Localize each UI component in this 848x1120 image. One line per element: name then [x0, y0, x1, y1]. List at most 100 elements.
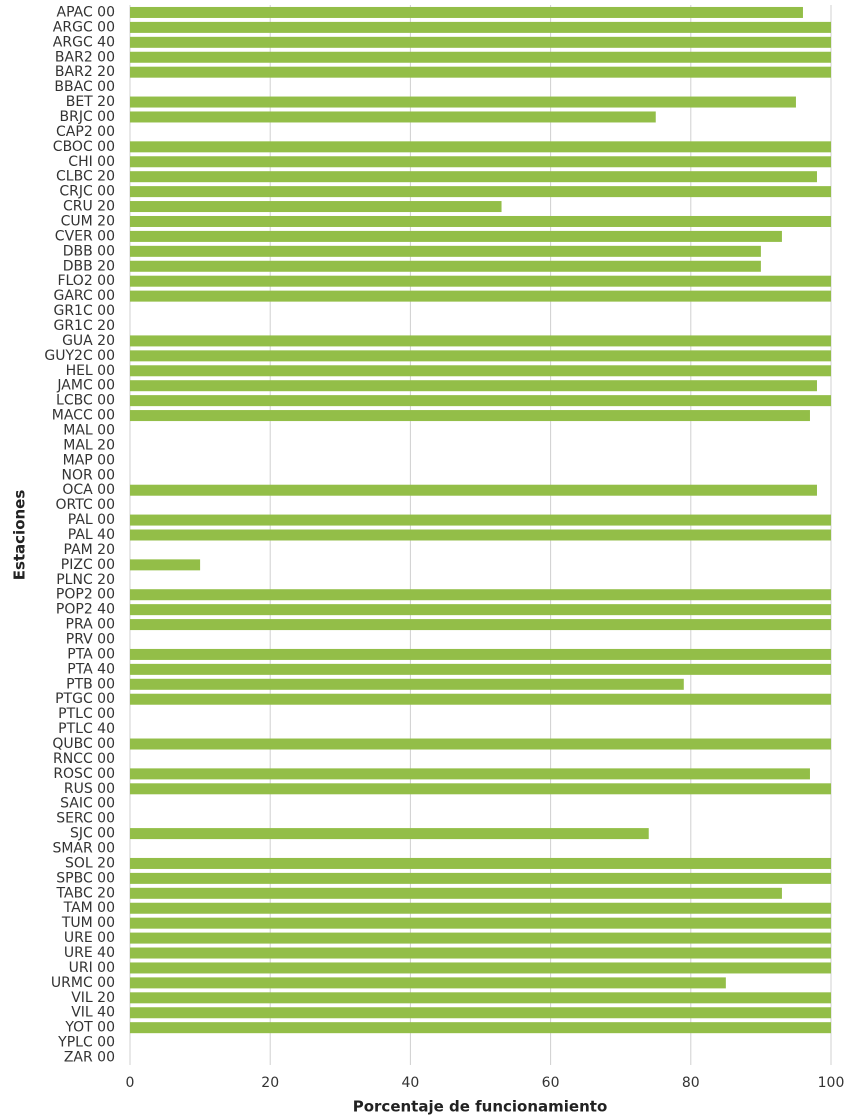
bar: [130, 230, 782, 242]
y-tick-label: HEL 00: [66, 363, 115, 379]
y-tick-label: BET 20: [66, 94, 115, 110]
y-tick-label: RNCC 00: [53, 751, 115, 767]
bar: [130, 947, 831, 959]
y-tick-label: SJC 00: [70, 826, 115, 842]
y-tick-label: FLO2 00: [57, 273, 115, 289]
y-tick-label: BRJC 00: [59, 109, 115, 125]
bar: [130, 365, 831, 377]
y-tick-label: ARGC 40: [53, 34, 115, 50]
y-tick-label: OCA 00: [62, 482, 115, 498]
bar: [130, 1022, 831, 1034]
y-tick-label: MAL 20: [63, 437, 115, 453]
y-tick-label: ZAR 00: [64, 1050, 115, 1066]
y-tick-label: VIL 20: [71, 990, 115, 1006]
bar: [130, 36, 831, 48]
bar: [130, 559, 201, 571]
bar: [130, 6, 803, 18]
y-tick-label: POP2 40: [56, 602, 115, 618]
y-tick-label: SAIC 00: [60, 796, 115, 812]
y-tick-label: URI 00: [69, 960, 115, 976]
y-tick-label: PTA 40: [67, 661, 115, 677]
y-tick-label: ORTC 00: [56, 497, 116, 513]
y-tick-label: BAR2 20: [55, 64, 115, 80]
bar: [130, 1007, 831, 1019]
y-tick-label: PRA 00: [66, 617, 115, 633]
bar: [130, 693, 831, 705]
y-tick-label: BBAC 00: [54, 79, 115, 95]
y-tick-label: PAL 40: [68, 527, 115, 543]
bar: [130, 51, 831, 63]
bar: [130, 902, 831, 914]
y-tick-label: PTA 00: [67, 646, 115, 662]
y-tick-label: URE 40: [64, 945, 115, 961]
y-tick-label: APAC 00: [57, 4, 116, 20]
y-tick-label: QUBC 00: [52, 736, 115, 752]
bar: [130, 619, 831, 631]
y-tick-label: RUS 00: [64, 781, 115, 797]
bar: [130, 395, 831, 407]
bar: [130, 201, 502, 213]
bar: [130, 215, 831, 227]
bar: [130, 828, 649, 840]
y-tick-label: SMAR 00: [52, 841, 115, 857]
bar: [130, 962, 831, 974]
y-tick-label: DBB 00: [63, 243, 115, 259]
bar: [130, 678, 684, 690]
bar: [130, 186, 831, 198]
bar: [130, 141, 831, 153]
bar: [130, 589, 831, 601]
y-tick-label: CRU 20: [63, 199, 115, 215]
bar: [130, 21, 831, 33]
y-tick-label: PRV 00: [66, 632, 115, 648]
y-tick-label: CRJC 00: [59, 184, 115, 200]
bar: [130, 335, 831, 347]
bar: [130, 260, 761, 272]
y-tick-label: URMC 00: [51, 975, 115, 991]
bar: [130, 66, 831, 78]
y-axis-label: Estaciones: [11, 490, 29, 581]
y-tick-label: DBB 20: [63, 258, 115, 274]
x-tick-label: 0: [126, 1075, 135, 1091]
y-tick-label: GR1C 20: [53, 318, 115, 334]
bar: [130, 529, 831, 541]
y-tick-label: JAMC 00: [56, 378, 115, 394]
bar: [130, 604, 831, 616]
y-tick-label: PAM 20: [64, 542, 115, 558]
y-tick-label: PIZC 00: [61, 557, 115, 573]
y-tick-label: YOT 00: [64, 1020, 115, 1036]
y-tick-label: TAM 00: [63, 900, 115, 916]
x-tick-label: 40: [401, 1075, 419, 1091]
bar: [130, 290, 831, 302]
y-tick-label: PLNC 20: [56, 572, 115, 588]
bar: [130, 111, 656, 123]
y-tick-label: ROSC 00: [53, 766, 115, 782]
y-tick-label: MAL 00: [63, 422, 115, 438]
bar: [130, 857, 831, 869]
y-tick-label: MACC 00: [52, 408, 115, 424]
y-tick-label: CBOC 00: [53, 139, 115, 155]
bar: [130, 96, 796, 108]
bar: [130, 484, 817, 496]
y-tick-label: MAP 00: [63, 452, 115, 468]
y-tick-label: SPBC 00: [56, 870, 115, 886]
x-tick-label: 100: [818, 1075, 845, 1091]
y-tick-label: CVER 00: [55, 228, 115, 244]
bar: [130, 648, 831, 660]
bar: [130, 887, 782, 899]
y-tick-label: PTLC 40: [58, 721, 115, 737]
y-tick-label: CLBC 20: [56, 169, 115, 185]
x-axis-label: Porcentaje de funcionamiento: [353, 1098, 608, 1116]
bar: [130, 768, 810, 780]
bar: [130, 977, 726, 989]
bar: [130, 514, 831, 526]
bar: [130, 245, 761, 257]
y-tick-label: TUM 00: [61, 915, 115, 931]
y-tick-label: GUA 20: [62, 333, 115, 349]
bar: [130, 783, 831, 795]
y-tick-label: URE 00: [64, 930, 115, 946]
x-tick-label: 60: [542, 1075, 560, 1091]
y-tick-label: BAR2 00: [55, 49, 115, 65]
y-tick-label: VIL 40: [71, 1005, 115, 1021]
y-tick-label: PTGC 00: [55, 691, 115, 707]
